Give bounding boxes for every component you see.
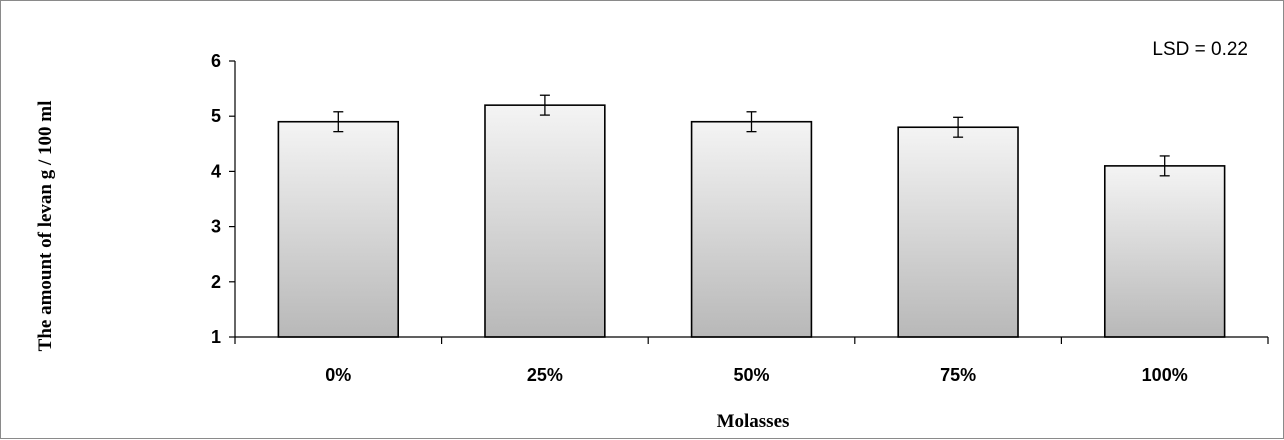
y-tick-label: 2 (211, 272, 221, 292)
y-tick-label: 1 (211, 327, 221, 347)
error-bar (953, 116, 964, 138)
error-bar (333, 111, 344, 133)
error-bar (1159, 155, 1170, 177)
x-tick-label: 25% (527, 365, 563, 385)
y-ticks: 1 2 3 4 5 6 (211, 51, 235, 347)
error-bar (746, 111, 757, 133)
bar-0-percent (277, 120, 400, 338)
y-tick-label: 6 (211, 51, 221, 71)
x-axis-title: Molasses (717, 411, 790, 432)
bar-25-percent (484, 104, 606, 338)
bar-75-percent (897, 126, 1019, 338)
x-tick-label: 75% (940, 365, 976, 385)
y-tick-label: 5 (211, 106, 221, 126)
bar-50-percent (690, 120, 813, 338)
axes-layer (234, 61, 1268, 338)
y-tick-label: 3 (211, 217, 221, 237)
x-tick-label: 100% (1142, 365, 1188, 385)
bars-layer (277, 104, 1226, 338)
lsd-annotation: LSD = 0.22 (1152, 39, 1248, 60)
x-tick-label: 0% (325, 365, 351, 385)
y-axis-title: The amount of levan g / 100 ml (35, 101, 56, 352)
bar-100-percent (1103, 165, 1226, 338)
error-bars-layer (333, 94, 1170, 177)
x-tick-label: 50% (733, 365, 769, 385)
y-tick-label: 4 (211, 161, 221, 181)
error-bar (539, 94, 550, 116)
x-ticks: 0% 25% 50% 75% 100% (234, 337, 1269, 385)
